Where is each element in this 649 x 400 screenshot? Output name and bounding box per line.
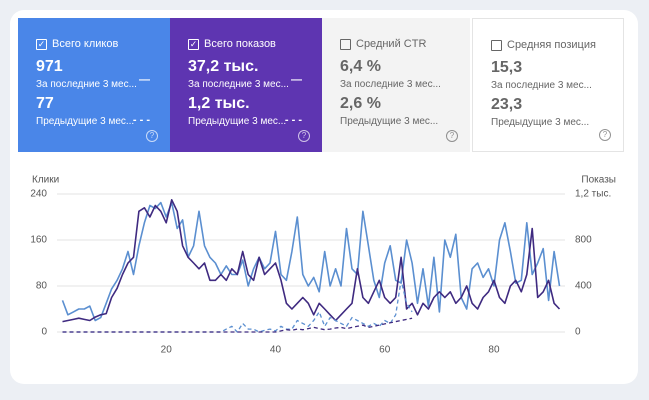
card-prev-sublabel: Предыдущие 3 мес... [491, 117, 590, 128]
card-sublabel: За последние 3 мес... [36, 79, 137, 90]
card-prev-value: 1,2 тыс. [188, 95, 250, 112]
card-value: 6,4 % [340, 58, 381, 75]
dash-indicator: - - - [284, 114, 302, 126]
checkbox[interactable] [491, 39, 502, 51]
series-line [62, 279, 413, 333]
y-tick-label: 160 [30, 235, 47, 246]
checkbox[interactable]: ✓ [36, 38, 47, 50]
card-prev-value: 2,6 % [340, 95, 381, 112]
y2-axis-label: Показы [581, 175, 616, 186]
card-label: Всего кликов [52, 38, 119, 50]
card-prev-value: 77 [36, 95, 54, 112]
x-tick-label: 80 [488, 345, 500, 356]
series-line [62, 317, 413, 333]
card-sublabel: За последние 3 мес... [340, 79, 441, 90]
metric-card[interactable]: ✓ Всего кликов 971 За последние 3 мес... … [18, 18, 170, 152]
metric-card[interactable]: ✓ Всего показов 37,2 тыс. За последние 3 … [170, 18, 322, 152]
line-indicator: — [139, 74, 150, 86]
x-tick-label: 40 [270, 345, 282, 356]
card-label: Средний CTR [356, 38, 427, 50]
series-line [62, 199, 561, 323]
y-tick-label: 80 [36, 281, 48, 292]
card-sublabel: За последние 3 мес... [188, 79, 289, 90]
card-prev-sublabel: Предыдущие 3 мес... [188, 116, 287, 127]
y2-tick-label: 400 [575, 281, 592, 292]
help-icon[interactable]: ? [599, 129, 611, 141]
metric-card[interactable]: Средняя позиция 15,3 За последние 3 мес.… [472, 18, 624, 152]
x-tick-label: 60 [379, 345, 391, 356]
card-prev-sublabel: Предыдущие 3 мес... [340, 116, 439, 127]
checkbox[interactable]: ✓ [188, 38, 199, 50]
y-tick-label: 240 [30, 189, 47, 200]
metric-card[interactable]: Средний CTR 6,4 % За последние 3 мес... … [322, 18, 470, 152]
line-indicator: — [291, 74, 302, 86]
y2-tick-label: 800 [575, 235, 592, 246]
dash-indicator: - - - [132, 114, 150, 126]
card-label: Средняя позиция [507, 39, 596, 51]
y2-tick-label: 0 [575, 327, 581, 338]
y-tick-label: 0 [41, 327, 47, 338]
card-value: 15,3 [491, 59, 523, 76]
card-label: Всего показов [204, 38, 276, 50]
checkbox[interactable] [340, 38, 351, 50]
card-prev-sublabel: Предыдущие 3 мес... [36, 116, 135, 127]
card-value: 971 [36, 58, 63, 75]
y2-tick-label: 1,2 тыс. [575, 189, 611, 200]
y-axis-label: Клики [32, 175, 59, 186]
series-line [61, 201, 561, 322]
card-sublabel: За последние 3 мес... [491, 80, 592, 91]
card-value: 37,2 тыс. [188, 58, 259, 75]
x-tick-label: 20 [161, 345, 173, 356]
help-icon[interactable]: ? [298, 130, 310, 142]
help-icon[interactable]: ? [146, 130, 158, 142]
card-prev-value: 23,3 [491, 96, 523, 113]
help-icon[interactable]: ? [446, 130, 458, 142]
